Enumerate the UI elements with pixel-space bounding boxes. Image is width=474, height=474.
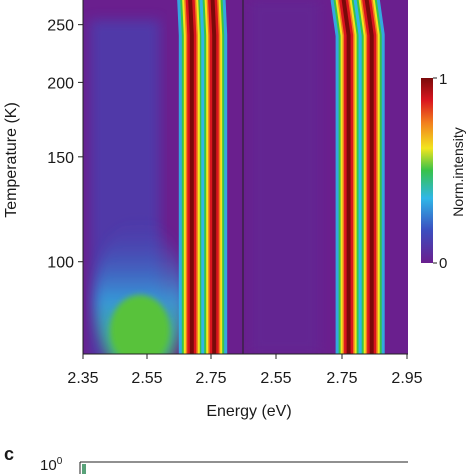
y-ticks: 100 150 200 250 bbox=[47, 18, 83, 272]
colorbar-min-label: 0 bbox=[439, 255, 447, 272]
x-tick-label-1-3: 2.75 bbox=[195, 370, 226, 387]
heatmap-panel-1 bbox=[83, 0, 243, 354]
panel-c-y-tick: 100 bbox=[40, 456, 63, 474]
panel-c-y-tick-exp: 0 bbox=[57, 456, 63, 467]
peak-band-2-1-layer-6 bbox=[341, 0, 351, 354]
x-axis-label: Energy (eV) bbox=[206, 403, 291, 420]
colorbar: 1 0 Norm.intensity bbox=[421, 71, 466, 272]
y-tick-label-2: 150 bbox=[47, 150, 74, 167]
panel-c: c 100 bbox=[4, 444, 408, 474]
peak-band-1-1-layer-6 bbox=[188, 0, 194, 354]
heatmap-panel-2 bbox=[243, 0, 408, 354]
y-tick-label-1: 100 bbox=[47, 255, 74, 272]
x-tick-label-1-2: 2.55 bbox=[131, 370, 162, 387]
peak-band-1-2-layer-6 bbox=[210, 0, 217, 354]
colorbar-gradient bbox=[421, 78, 433, 263]
peak-band-2-2-layer-6 bbox=[364, 0, 374, 354]
panel-c-label: c bbox=[4, 444, 14, 464]
y-axis-label: Temperature (K) bbox=[3, 102, 20, 218]
x-tick-label-1-1: 2.35 bbox=[67, 370, 98, 387]
x-tick-label-2-2: 2.75 bbox=[326, 370, 357, 387]
colorbar-title: Norm.intensity bbox=[450, 127, 466, 216]
x-tick-label-2-1: 2.55 bbox=[260, 370, 291, 387]
x-ticks: 2.35 2.55 2.75 2.55 2.75 2.95 bbox=[67, 354, 423, 387]
panel-c-marker bbox=[82, 464, 86, 474]
panel-c-y-tick-base: 10 bbox=[40, 457, 57, 474]
y-tick-label-3: 200 bbox=[47, 75, 74, 92]
x-tick-label-2-3: 2.95 bbox=[391, 370, 422, 387]
y-tick-label-4: 250 bbox=[47, 18, 74, 35]
colorbar-max-label: 1 bbox=[439, 71, 447, 88]
